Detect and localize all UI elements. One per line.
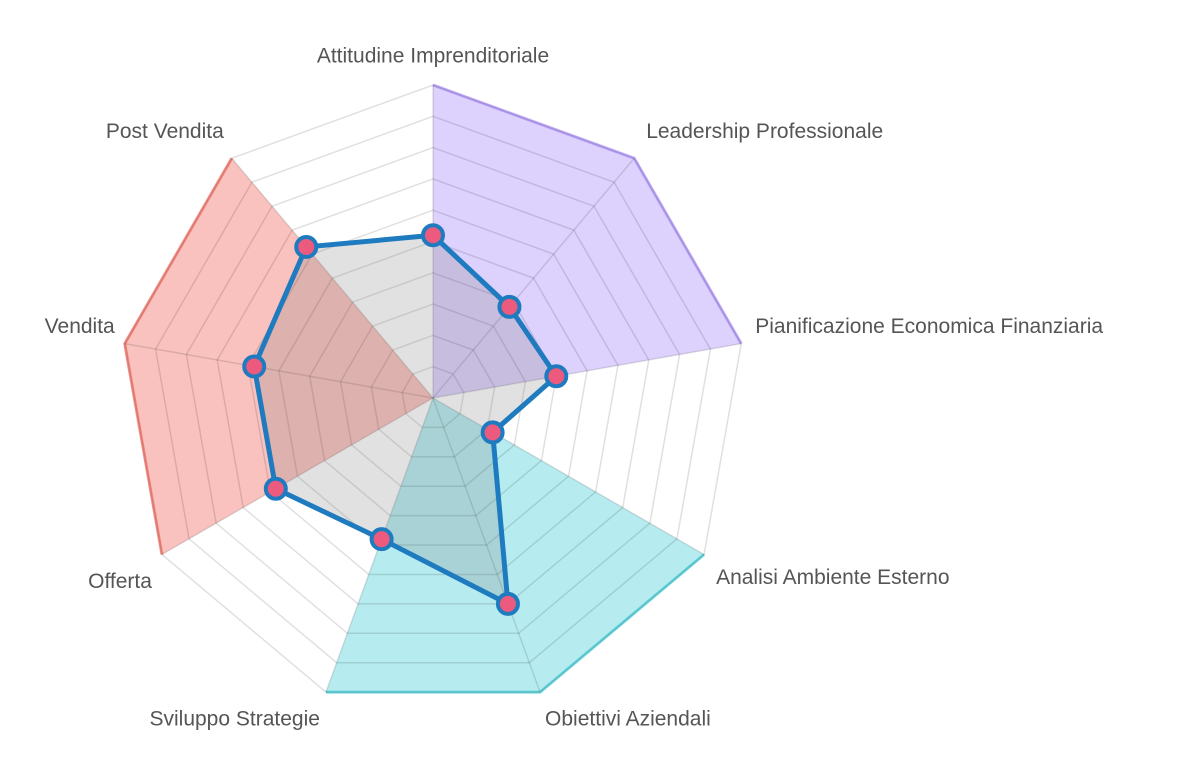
- axis-label: Analisi Ambiente Esterno: [716, 566, 949, 589]
- grid-ring: [339, 303, 527, 487]
- sector: [325, 398, 705, 693]
- data-point: [294, 234, 319, 259]
- axis-label: Attitudine Imprenditoriale: [317, 45, 549, 68]
- axis-label: Obiettivi Aziendali: [545, 708, 711, 731]
- grid-ring: [123, 84, 743, 693]
- axis-label: Offerta: [88, 570, 152, 593]
- data-point: [421, 223, 445, 248]
- data-point: [480, 420, 505, 445]
- sector: [124, 158, 433, 555]
- data-point: [369, 527, 394, 552]
- axis-label: Pianificazione Economica Finanziaria: [755, 315, 1103, 338]
- spoke: [432, 397, 541, 693]
- grid-ring: [308, 272, 558, 517]
- grid-ring: [370, 334, 496, 458]
- sector: [433, 85, 742, 398]
- data-point: [263, 476, 288, 501]
- grid-ring: [185, 146, 681, 635]
- axis-label: Post Vendita: [106, 120, 224, 143]
- grid-ring: [278, 240, 588, 546]
- data-point: [544, 364, 569, 389]
- data-point: [495, 591, 520, 616]
- spoke: [432, 342, 742, 399]
- data-point: [497, 294, 522, 319]
- sector-edge: [325, 553, 706, 694]
- data-point: [242, 354, 267, 379]
- sector-edge: [123, 157, 234, 555]
- spoke: [231, 157, 434, 399]
- grid-ring: [216, 178, 650, 605]
- series-area: [251, 232, 559, 607]
- spoke: [161, 397, 434, 556]
- spoke: [124, 342, 434, 399]
- spoke: [432, 157, 635, 399]
- axis-label: Sviluppo Strategie: [149, 708, 319, 731]
- grid-ring: [154, 115, 712, 664]
- axis-label: Leadership Professionale: [646, 120, 883, 143]
- sector-edge: [432, 83, 743, 345]
- spoke: [432, 397, 705, 556]
- axis-label: Vendita: [45, 315, 115, 338]
- grid-ring: [401, 365, 465, 429]
